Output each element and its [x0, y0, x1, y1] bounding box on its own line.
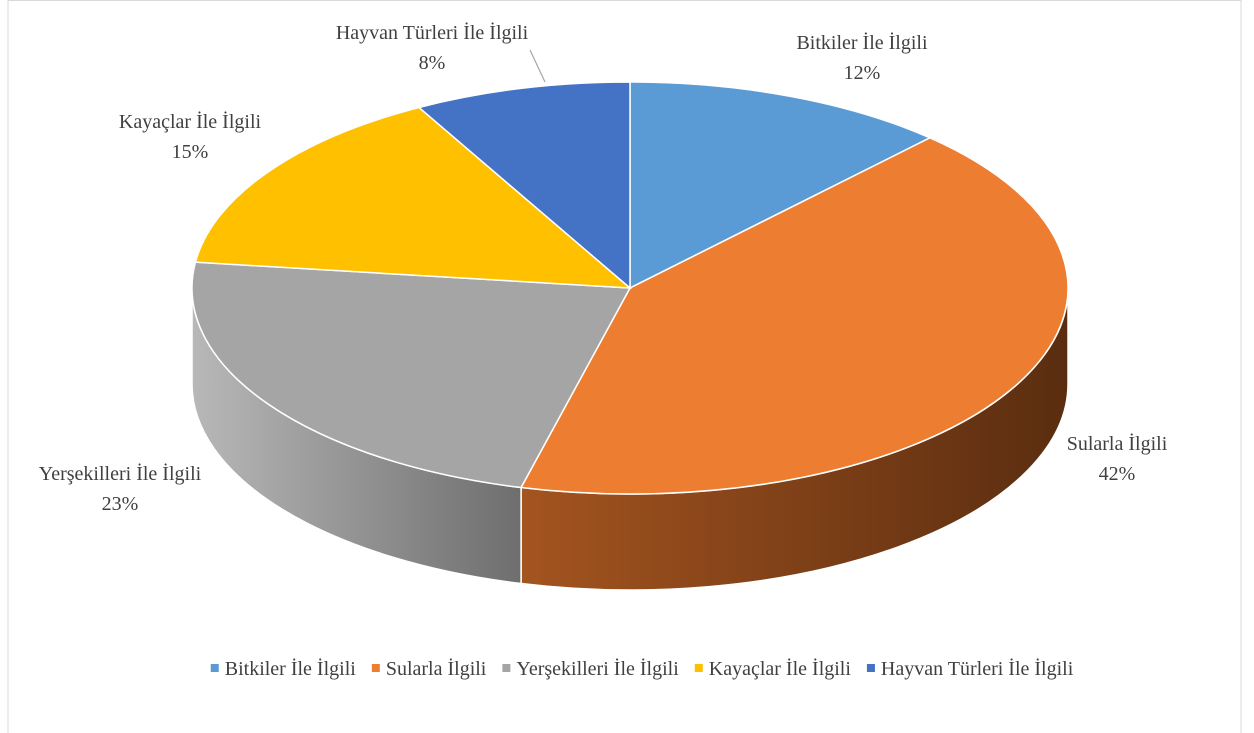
legend: Bitkiler İle İlgili Sularla İlgili Yerşeki… [210, 657, 1074, 680]
category-label: Yerşekilleri İle İlgili [39, 462, 202, 485]
leader-line [529, 49, 546, 83]
legend-label: Kayaçlar İle İlgili [709, 657, 852, 680]
legend-marker [694, 664, 703, 672]
legend-label: Yerşekilleri İle İlgili [516, 657, 679, 680]
chart-border [7, 0, 1242, 733]
value-label: 15% [172, 141, 209, 163]
legend-marker [210, 664, 219, 672]
category-label: Sularla İlgili [1067, 432, 1168, 455]
legend-label: Bitkiler İle İlgili [225, 657, 357, 680]
legend-label: Sularla İlgili [386, 657, 487, 680]
legend-label: Hayvan Türleri İle İlgili [881, 657, 1074, 680]
value-label: 12% [844, 62, 881, 84]
legend-marker [371, 664, 380, 672]
pie-slice [629, 81, 932, 290]
pie-slice [194, 106, 633, 289]
category-label: Hayvan Türleri İle İlgili [336, 21, 529, 44]
value-label: 23% [102, 493, 139, 515]
pie-slice [417, 81, 631, 290]
category-label: Kayaçlar İle İlgili [119, 110, 262, 133]
value-label: 8% [419, 52, 446, 74]
pie [191, 81, 1069, 591]
data-labels: Bitkiler İle İlgili 12% Sularla İlgili 42% Y… [39, 21, 1168, 515]
pie-slice [519, 137, 1069, 495]
legend-marker [866, 664, 875, 672]
pie-slice [191, 261, 632, 489]
value-label: 42% [1099, 463, 1136, 485]
category-label: Bitkiler İle İlgili [796, 31, 928, 54]
legend-marker [502, 664, 511, 672]
